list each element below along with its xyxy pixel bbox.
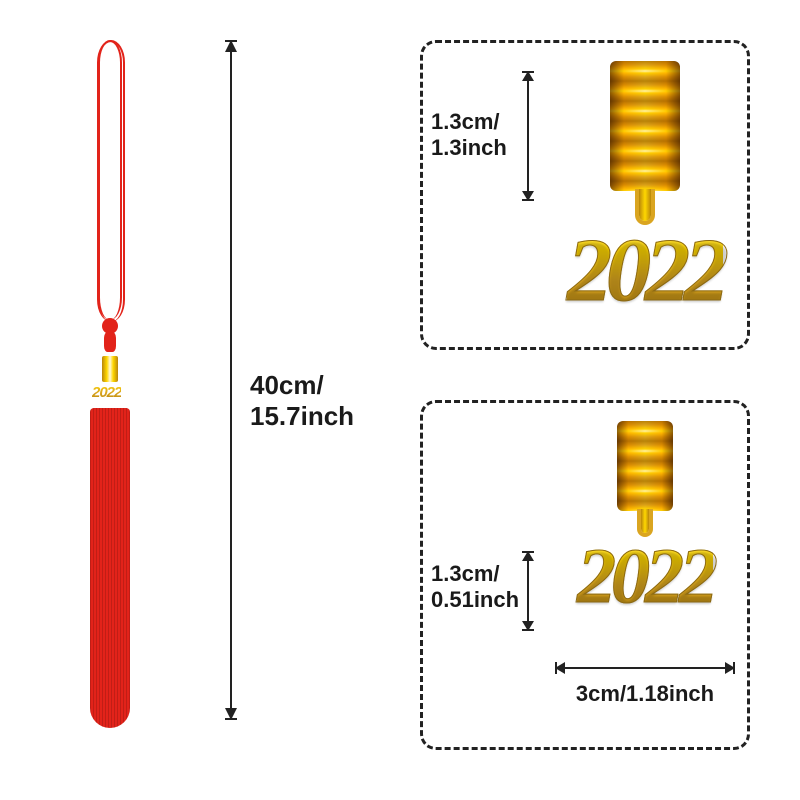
main-dim-metric: 40cm/ xyxy=(250,370,324,400)
tassel-loop xyxy=(98,40,122,320)
arrow-icon xyxy=(522,71,534,81)
main-dim-imperial: 15.7inch xyxy=(250,401,354,431)
detail-callout-charm: 1.3cm/ 0.51inch 2022 3cm/1.18inch xyxy=(420,400,750,750)
arrow-icon xyxy=(522,191,534,201)
ferrule-closeup: 2022 xyxy=(561,61,729,329)
main-dimension-line xyxy=(230,40,232,720)
tassel-year-charm-small: 2022 xyxy=(92,384,128,406)
ferrule-dim-label: 1.3cm/ 1.3inch xyxy=(431,109,507,162)
arrow-icon xyxy=(225,708,237,720)
tassel-ferrule-small xyxy=(102,356,118,382)
ferrule-height-dim: 1.3cm/ 1.3inch xyxy=(441,61,551,329)
tassel-knot xyxy=(102,318,118,334)
charm-year-big-bot: 2022 xyxy=(577,531,713,621)
arrow-icon xyxy=(522,621,534,631)
charm-height-dim: 1.3cm/ 0.51inch xyxy=(441,421,551,729)
arrow-icon xyxy=(522,551,534,561)
charm-year-text-small: 2022 xyxy=(92,384,121,401)
dim-line xyxy=(527,71,529,201)
tassel-product: 2022 xyxy=(60,40,160,760)
dim-line xyxy=(527,551,529,631)
charm-height-label: 1.3cm/ 0.51inch xyxy=(431,561,519,614)
charm-closeup: 2022 3cm/1.18inch xyxy=(561,421,729,729)
detail-callout-ferrule: 1.3cm/ 1.3inch 2022 xyxy=(420,40,750,350)
arrow-icon xyxy=(555,662,565,674)
arrow-icon xyxy=(725,662,735,674)
ferrule-icon xyxy=(610,61,680,191)
charm-width-label: 3cm/1.18inch xyxy=(561,681,729,707)
charm-year-big-top: 2022 xyxy=(567,219,723,322)
main-dimension-label: 40cm/ 15.7inch xyxy=(250,370,354,432)
ferrule-icon xyxy=(617,421,673,511)
tassel-fringe xyxy=(90,408,130,728)
charm-width-line xyxy=(555,667,735,669)
arrow-icon xyxy=(225,40,237,52)
